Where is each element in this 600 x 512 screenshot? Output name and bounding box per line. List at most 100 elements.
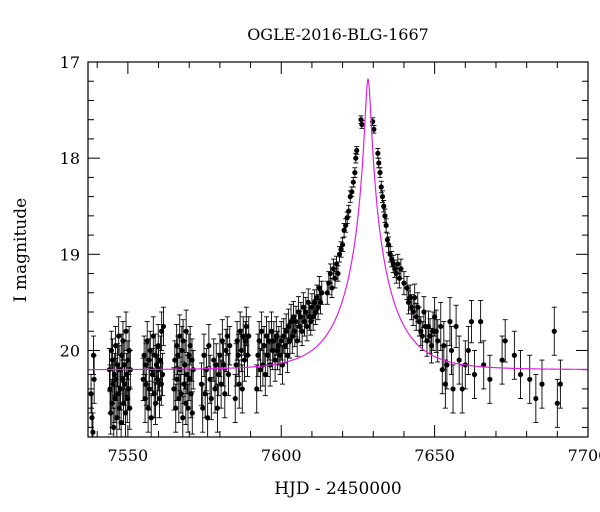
data-point (539, 381, 545, 387)
data-point (309, 304, 315, 310)
data-point (182, 362, 188, 368)
data-point (154, 376, 160, 382)
data-points (88, 117, 563, 435)
data-point (456, 357, 462, 363)
data-point (272, 357, 278, 363)
data-point (384, 237, 390, 243)
data-point (344, 215, 350, 221)
data-point (346, 208, 352, 214)
data-point (383, 222, 389, 229)
data-point (149, 371, 156, 378)
data-point (237, 328, 243, 334)
data-point (181, 381, 187, 387)
data-point (155, 343, 161, 349)
data-point (159, 328, 165, 334)
data-point (152, 400, 159, 406)
data-point (392, 266, 398, 272)
data-point (310, 314, 316, 320)
data-point (447, 319, 453, 325)
data-point (108, 347, 114, 354)
data-point (557, 381, 563, 387)
data-point (290, 314, 297, 320)
data-point (151, 391, 157, 397)
data-point (401, 280, 407, 286)
data-point (174, 343, 180, 349)
data-point (527, 376, 533, 382)
data-point (90, 352, 97, 358)
data-point (122, 410, 129, 416)
data-point (381, 203, 387, 209)
data-point (183, 400, 189, 406)
data-point (358, 117, 364, 123)
y-tick-label: 19 (60, 245, 80, 264)
data-point (415, 304, 421, 310)
data-point (554, 400, 560, 406)
data-point (281, 333, 287, 339)
data-point (487, 376, 493, 382)
data-point (343, 222, 349, 229)
y-tick-label: 20 (60, 341, 80, 360)
data-point (324, 290, 330, 296)
data-point (416, 319, 422, 325)
data-point (387, 251, 393, 257)
data-point (433, 328, 439, 334)
data-point (110, 381, 116, 387)
data-point (217, 352, 223, 358)
data-point (428, 343, 435, 349)
data-point (172, 357, 178, 363)
data-point (293, 319, 299, 325)
data-point (303, 309, 309, 315)
data-point (243, 323, 249, 330)
data-point (450, 386, 456, 392)
data-point (205, 415, 211, 421)
data-point (178, 391, 184, 397)
data-point (441, 343, 447, 349)
data-point (377, 169, 383, 176)
data-point (295, 309, 302, 315)
data-point (179, 347, 185, 354)
data-point (109, 400, 115, 406)
data-point (268, 328, 275, 334)
data-point (116, 333, 122, 339)
data-point (349, 189, 355, 195)
data-point (444, 362, 450, 368)
data-point (117, 386, 124, 392)
data-point (143, 381, 149, 387)
data-point (468, 319, 475, 325)
data-point (390, 261, 396, 267)
data-point (300, 304, 306, 310)
data-point (233, 362, 239, 368)
data-point (90, 429, 96, 435)
data-point (118, 419, 124, 426)
data-point (393, 270, 399, 277)
data-point (271, 338, 277, 344)
data-point (262, 371, 268, 378)
data-point (213, 362, 219, 368)
data-point (332, 275, 338, 281)
data-point (244, 352, 251, 358)
data-point (438, 323, 444, 330)
data-point (333, 261, 340, 267)
data-point (187, 343, 193, 349)
data-point (297, 323, 303, 330)
data-point (214, 405, 221, 411)
data-point (301, 319, 308, 325)
data-point (222, 391, 228, 397)
data-point (224, 333, 230, 339)
data-point (212, 386, 218, 392)
data-point (146, 386, 152, 392)
data-point (256, 338, 262, 344)
data-point (499, 357, 505, 363)
data-point (299, 328, 305, 334)
data-point (242, 338, 248, 344)
data-point (109, 357, 116, 363)
data-point (412, 294, 418, 301)
data-point (478, 319, 484, 325)
data-point (177, 333, 183, 339)
data-point (313, 309, 319, 315)
data-point (112, 395, 118, 402)
data-point (317, 299, 324, 305)
data-point (234, 338, 240, 344)
data-point (289, 333, 295, 339)
data-point (190, 367, 196, 373)
